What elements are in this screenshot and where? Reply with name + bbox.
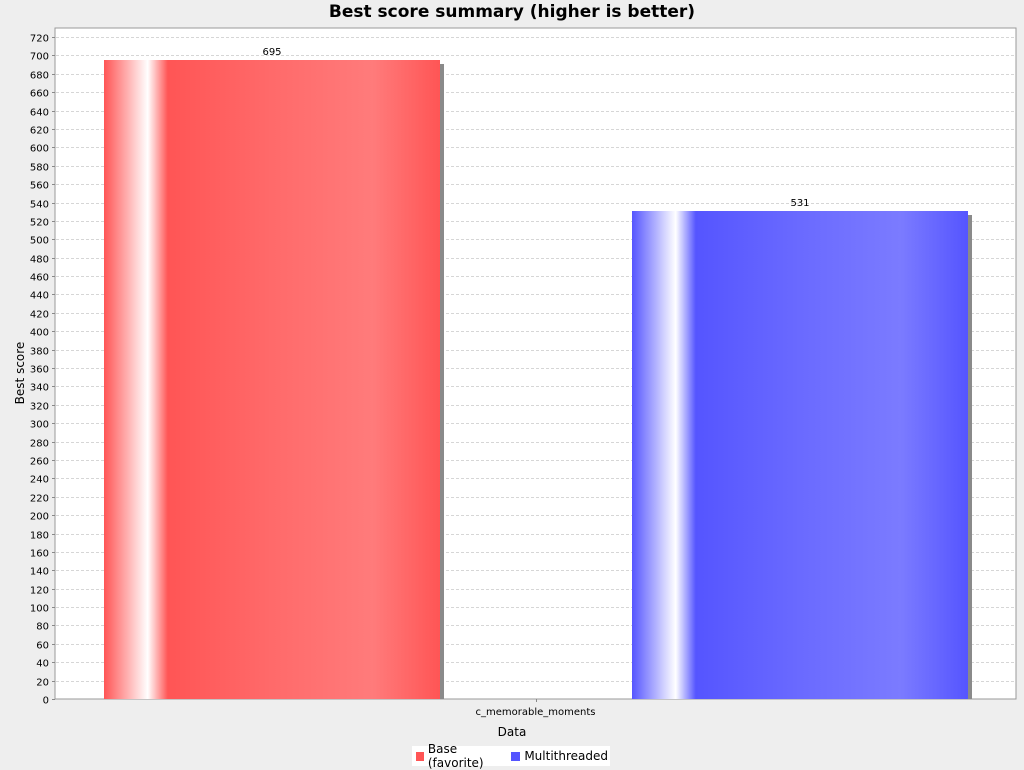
y-tick-label: 640: [30, 108, 49, 119]
y-tick-label: 160: [30, 549, 49, 560]
y-axis-label: Best score: [13, 341, 27, 405]
legend-label-base: Base (favorite): [427, 742, 484, 770]
legend-swatch-multithreaded: [511, 751, 521, 761]
y-tick-label: 80: [36, 622, 49, 633]
y-tick-label: 660: [30, 89, 49, 100]
y-tick-label: 460: [30, 273, 49, 284]
bar-value-label-base: 695: [262, 47, 281, 58]
y-tick-label: 480: [30, 255, 49, 266]
legend: Base (favorite) Multithreaded: [412, 742, 610, 770]
x-tick-label: c_memorable_moments: [476, 707, 596, 718]
y-tick-label: 340: [30, 383, 49, 394]
legend-label-multithreaded: Multithreaded: [524, 749, 608, 763]
y-tick-label: 540: [30, 200, 49, 211]
y-tick-label: 240: [30, 475, 49, 486]
y-tick-label: 520: [30, 218, 49, 229]
y-tick-label: 0: [43, 696, 49, 707]
y-tick-label: 300: [30, 420, 49, 431]
y-tick-label: 400: [30, 328, 49, 339]
bar-value-label-multithreaded: 531: [790, 198, 809, 209]
y-tick-label: 200: [30, 512, 49, 523]
y-tick-label: 560: [30, 181, 49, 192]
y-tick-label: 420: [30, 310, 49, 321]
y-tick-label: 280: [30, 439, 49, 450]
y-tick-label: 580: [30, 163, 49, 174]
y-tick-label: 40: [36, 659, 49, 670]
bar-base: [104, 60, 440, 699]
y-tick-label: 600: [30, 144, 49, 155]
legend-swatch-base: [416, 751, 424, 761]
y-tick-label: 60: [36, 641, 49, 652]
y-tick-label: 220: [30, 494, 49, 505]
legend-item-multithreaded: Multithreaded: [511, 749, 608, 763]
y-tick-label: 20: [36, 678, 49, 689]
y-tick-label: 320: [30, 402, 49, 413]
y-tick-label: 100: [30, 604, 49, 615]
y-tick-label: 500: [30, 236, 49, 247]
y-tick-label: 360: [30, 365, 49, 376]
y-tick-label: 260: [30, 457, 49, 468]
y-tick-label: 620: [30, 126, 49, 137]
y-tick-label: 680: [30, 71, 49, 82]
chart-title: Best score summary (higher is better): [328, 2, 696, 22]
y-tick-label: 120: [30, 586, 49, 597]
y-tick-label: 140: [30, 567, 49, 578]
y-tick-label: 380: [30, 347, 49, 358]
y-tick-label: 720: [30, 34, 49, 45]
y-tick-label: 700: [30, 52, 49, 63]
y-tick-label: 440: [30, 291, 49, 302]
x-axis-label: Data: [497, 725, 527, 739]
y-tick-label: 180: [30, 531, 49, 542]
bar-multithreaded: [632, 211, 968, 699]
legend-item-base: Base (favorite): [416, 742, 505, 770]
